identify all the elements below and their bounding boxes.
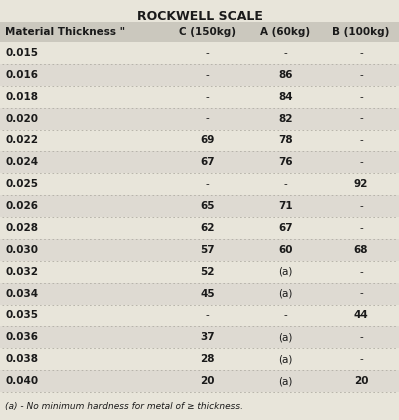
Text: 62: 62 (200, 223, 215, 233)
Text: 71: 71 (278, 201, 292, 211)
Text: 86: 86 (278, 70, 292, 80)
Text: 0.036: 0.036 (5, 332, 38, 342)
Text: -: - (359, 70, 363, 80)
Text: 60: 60 (278, 245, 292, 255)
Text: 45: 45 (200, 289, 215, 299)
FancyBboxPatch shape (0, 304, 399, 326)
Text: 0.030: 0.030 (5, 245, 38, 255)
FancyBboxPatch shape (0, 283, 399, 304)
Text: 0.015: 0.015 (5, 48, 38, 58)
Text: 0.034: 0.034 (5, 289, 38, 299)
FancyBboxPatch shape (0, 173, 399, 195)
Text: 65: 65 (200, 201, 215, 211)
Text: 52: 52 (200, 267, 215, 277)
Text: 0.025: 0.025 (5, 179, 38, 189)
FancyBboxPatch shape (0, 261, 399, 283)
Text: (a): (a) (278, 332, 292, 342)
Text: 68: 68 (354, 245, 368, 255)
Text: 0.038: 0.038 (5, 354, 38, 364)
Text: -: - (205, 48, 209, 58)
Text: -: - (359, 158, 363, 167)
Text: 0.026: 0.026 (5, 201, 38, 211)
Text: -: - (359, 48, 363, 58)
FancyBboxPatch shape (0, 348, 399, 370)
Text: 57: 57 (200, 245, 215, 255)
Text: 84: 84 (278, 92, 292, 102)
Text: 0.022: 0.022 (5, 135, 38, 145)
Text: 0.040: 0.040 (5, 376, 38, 386)
Text: -: - (205, 113, 209, 123)
Text: -: - (359, 289, 363, 299)
Text: 20: 20 (354, 376, 368, 386)
Text: (a): (a) (278, 354, 292, 364)
Text: -: - (359, 267, 363, 277)
Text: 0.035: 0.035 (5, 310, 38, 320)
Text: -: - (359, 332, 363, 342)
Text: -: - (205, 92, 209, 102)
Text: 0.020: 0.020 (5, 113, 38, 123)
Text: 28: 28 (200, 354, 215, 364)
Text: (a): (a) (278, 376, 292, 386)
Text: -: - (359, 135, 363, 145)
Text: 0.028: 0.028 (5, 223, 38, 233)
Text: 0.024: 0.024 (5, 158, 38, 167)
Text: -: - (283, 179, 287, 189)
Text: 0.032: 0.032 (5, 267, 38, 277)
Text: 76: 76 (278, 158, 292, 167)
Text: 82: 82 (278, 113, 292, 123)
FancyBboxPatch shape (0, 326, 399, 348)
FancyBboxPatch shape (0, 22, 399, 42)
Text: 78: 78 (278, 135, 292, 145)
Text: -: - (359, 92, 363, 102)
Text: -: - (359, 113, 363, 123)
Text: Material Thickness ": Material Thickness " (5, 27, 125, 37)
FancyBboxPatch shape (0, 370, 399, 392)
Text: -: - (359, 201, 363, 211)
Text: (a): (a) (278, 289, 292, 299)
FancyBboxPatch shape (0, 64, 399, 86)
Text: -: - (359, 223, 363, 233)
Text: A (60kg): A (60kg) (260, 27, 310, 37)
Text: -: - (283, 48, 287, 58)
FancyBboxPatch shape (0, 239, 399, 261)
FancyBboxPatch shape (0, 129, 399, 151)
Text: B (100kg): B (100kg) (332, 27, 390, 37)
FancyBboxPatch shape (0, 151, 399, 173)
Text: (a) - No minimum hardness for metal of ≥ thickness.: (a) - No minimum hardness for metal of ≥… (5, 402, 243, 410)
Text: 67: 67 (278, 223, 292, 233)
Text: -: - (205, 310, 209, 320)
Text: -: - (359, 354, 363, 364)
Text: (a): (a) (278, 267, 292, 277)
Text: 37: 37 (200, 332, 215, 342)
Text: 69: 69 (200, 135, 215, 145)
FancyBboxPatch shape (0, 86, 399, 108)
Text: 0.018: 0.018 (5, 92, 38, 102)
FancyBboxPatch shape (0, 42, 399, 64)
Text: 67: 67 (200, 158, 215, 167)
Text: C (150kg): C (150kg) (179, 27, 236, 37)
Text: ROCKWELL SCALE: ROCKWELL SCALE (136, 10, 263, 23)
FancyBboxPatch shape (0, 108, 399, 129)
Text: 20: 20 (200, 376, 215, 386)
FancyBboxPatch shape (0, 217, 399, 239)
Text: -: - (205, 179, 209, 189)
Text: -: - (283, 310, 287, 320)
Text: 44: 44 (354, 310, 368, 320)
Text: 92: 92 (354, 179, 368, 189)
Text: -: - (205, 70, 209, 80)
FancyBboxPatch shape (0, 195, 399, 217)
Text: 0.016: 0.016 (5, 70, 38, 80)
